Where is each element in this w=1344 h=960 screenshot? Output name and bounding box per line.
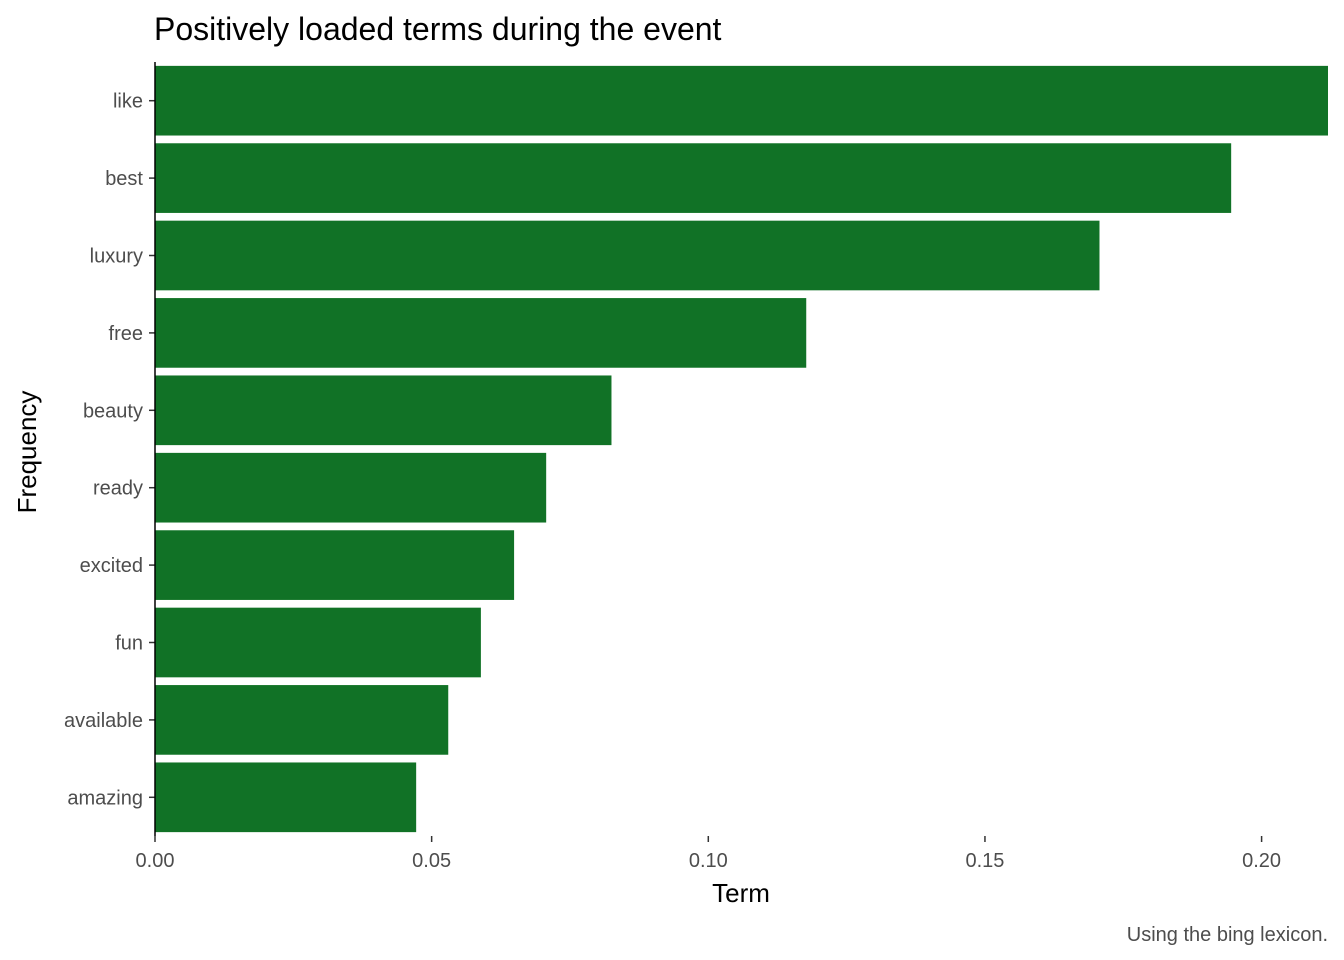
bar-beauty — [155, 375, 612, 446]
y-tick-label: free — [109, 323, 143, 345]
x-tick-label: 0.10 — [689, 850, 728, 872]
y-tick-label: excited — [80, 555, 143, 577]
bar-available — [155, 685, 449, 755]
y-axis-ticks: like best luxury free beauty ready excited fun a… — [64, 91, 155, 809]
x-tick-label: 0.05 — [412, 850, 451, 872]
chart-title: Positively loaded terms during the event — [154, 11, 722, 47]
chart-caption: Using the bing lexicon. — [1127, 924, 1328, 946]
y-tick-label: luxury — [90, 246, 143, 268]
x-tick-label: 0.20 — [1242, 850, 1281, 872]
bars-group — [155, 65, 1328, 833]
y-tick-label: ready — [93, 478, 143, 500]
y-axis-title: Frequency — [12, 391, 42, 514]
x-tick-label: 0.15 — [965, 850, 1004, 872]
x-axis-ticks: 0.00 0.05 0.10 0.15 0.20 — [136, 836, 1281, 872]
bar-best — [155, 143, 1232, 213]
y-tick-label: fun — [115, 633, 143, 655]
bar-like — [155, 65, 1328, 136]
bar-excited — [155, 530, 515, 600]
y-tick-label: amazing — [67, 787, 143, 809]
bar-fun — [155, 607, 481, 678]
x-axis-title: Term — [712, 878, 770, 908]
y-tick-label: available — [64, 710, 143, 732]
bar-ready — [155, 452, 547, 523]
y-tick-label: beauty — [83, 400, 143, 422]
bar-luxury — [155, 220, 1100, 291]
y-tick-label: like — [113, 91, 143, 113]
bar-amazing — [155, 762, 417, 833]
y-tick-label: best — [105, 168, 143, 190]
bar-free — [155, 298, 807, 368]
x-tick-label: 0.00 — [136, 850, 175, 872]
